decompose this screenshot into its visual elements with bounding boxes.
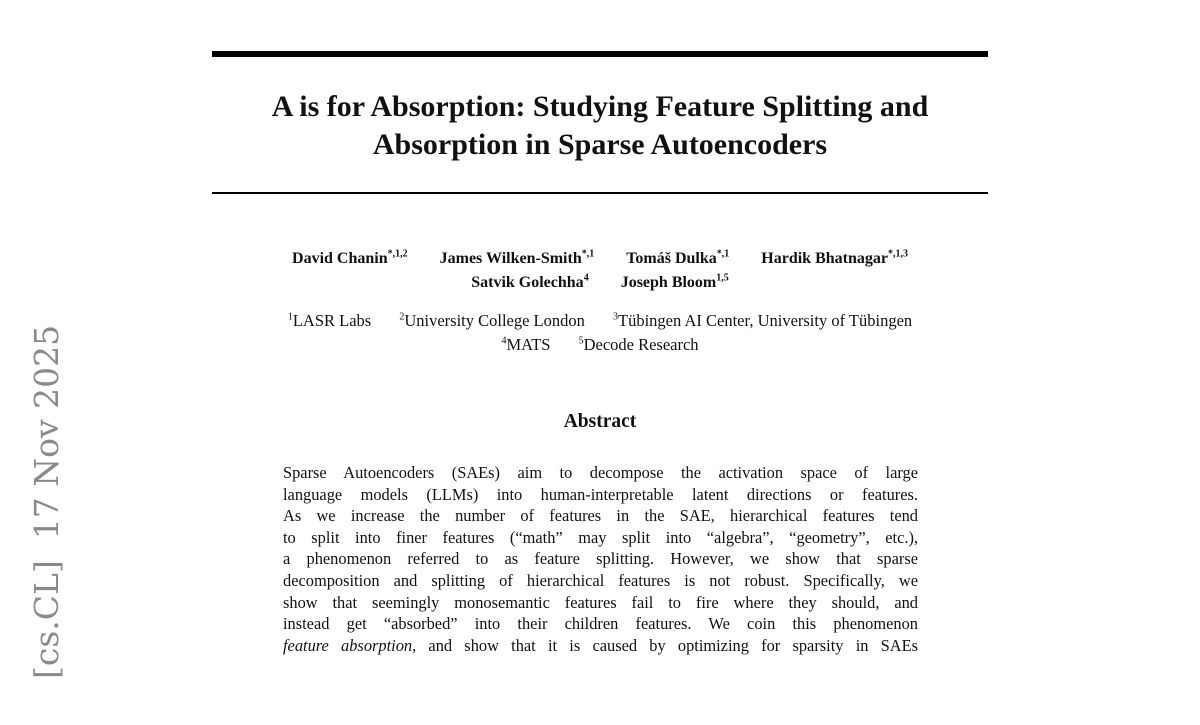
affiliation-list: 1LASR Labs 2University College London 3T… xyxy=(150,309,1050,357)
author: Satvik Golechha4 xyxy=(471,272,589,291)
affiliation: 5Decode Research xyxy=(578,335,699,354)
abstract-line: As we increase the number of features in… xyxy=(283,506,918,526)
affiliation: 2University College London xyxy=(399,311,585,330)
author: David Chanin*,1,2 xyxy=(292,248,408,267)
abstract-line: instead get “absorbed” into their childr… xyxy=(283,614,918,634)
abstract-body: Sparse Autoencoders (SAEs) aim to decomp… xyxy=(283,462,918,656)
author: Tomáš Dulka*,1 xyxy=(626,248,730,267)
title-line: Absorption in Sparse Autoencoders xyxy=(372,128,828,161)
title-bottom-rule xyxy=(212,192,988,194)
affiliation: 1LASR Labs xyxy=(287,311,372,330)
abstract-line: decomposition and splitting of hierarchi… xyxy=(283,570,918,590)
author: Joseph Bloom1,5 xyxy=(620,272,729,291)
author-list: David Chanin*,1,2 James Wilken-Smith*,1 … xyxy=(150,247,1050,295)
affiliation: 4MATS xyxy=(501,335,551,354)
abstract-line: show that seemingly monosemantic feature… xyxy=(283,592,918,612)
abstract-line: feature absorption, and show that it is … xyxy=(283,635,919,655)
author: Hardik Bhatnagar*,1,3 xyxy=(761,248,908,267)
abstract-line: language models (LLMs) into human-interp… xyxy=(283,484,918,504)
title-line: A is for Absorption: Studying Feature Sp… xyxy=(271,90,929,123)
arxiv-stamp: [cs.CL] 17 Nov 2025 xyxy=(27,325,66,680)
affiliation: 3Tübingen AI Center, University of Tübin… xyxy=(613,311,913,330)
paper-title: A is for Absorption: Studying Feature Sp… xyxy=(150,88,1050,164)
abstract-line: to split into finer features (“math” may… xyxy=(283,527,918,547)
emphasized-term: feature absorption xyxy=(283,635,413,655)
abstract-heading: Abstract xyxy=(563,411,637,432)
abstract-line: a phenomenon referred to as feature spli… xyxy=(283,549,918,569)
author: James Wilken-Smith*,1 xyxy=(439,248,595,267)
title-top-rule xyxy=(212,51,988,57)
abstract-line: Sparse Autoencoders (SAEs) aim to decomp… xyxy=(283,463,918,482)
